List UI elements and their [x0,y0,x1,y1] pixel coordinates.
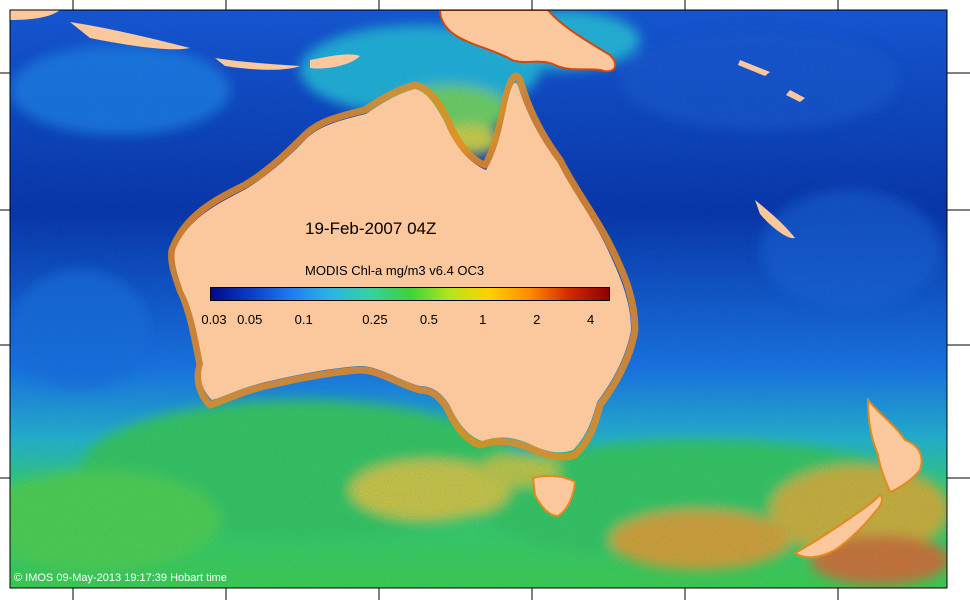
lesser-sunda [215,58,300,70]
colorbar-title: MODIS Chl-a mg/m3 v6.4 OC3 [305,263,485,278]
new-caledonia [755,200,795,239]
colorbar-tick-label: 2 [533,312,541,327]
timor [310,54,360,69]
solomon-islands [738,60,805,102]
colorbar-tick-label: 4 [587,312,595,327]
coastal-rim [168,72,639,461]
colorbar-tick-label: 1 [479,312,487,327]
new-zealand-south [793,493,884,559]
colorbar-tick-label: 0.1 [294,312,313,327]
java [70,22,190,50]
borneo-edge [10,10,60,20]
colorbar-tick-label: 0.03 [201,312,227,327]
colorbar [210,287,610,301]
australia-landmass [174,82,631,453]
colorbar-tick-label: 0.25 [362,312,388,327]
new-zealand-north [866,397,923,494]
credit-line: © IMOS 09-May-2013 19:17:39 Hobart time [14,572,227,584]
tasmania [531,474,577,518]
new-guinea [438,10,617,73]
colorbar-tick-label: 0.05 [237,312,263,327]
map-date-label: 19-Feb-2007 04Z [305,219,437,238]
colorbar-tick-label: 0.5 [419,312,438,327]
